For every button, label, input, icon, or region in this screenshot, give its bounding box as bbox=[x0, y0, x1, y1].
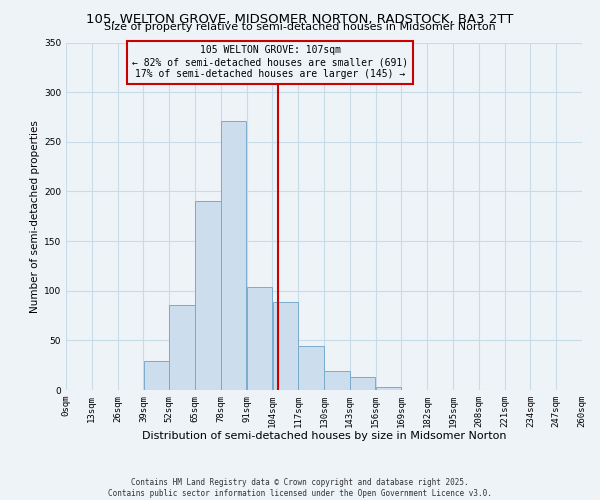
Y-axis label: Number of semi-detached properties: Number of semi-detached properties bbox=[30, 120, 40, 312]
X-axis label: Distribution of semi-detached houses by size in Midsomer Norton: Distribution of semi-detached houses by … bbox=[142, 432, 506, 442]
Text: 105 WELTON GROVE: 107sqm
← 82% of semi-detached houses are smaller (691)
17% of : 105 WELTON GROVE: 107sqm ← 82% of semi-d… bbox=[133, 46, 409, 78]
Bar bbox=[272, 302, 298, 390]
Bar bbox=[376, 387, 401, 390]
Bar bbox=[324, 371, 350, 390]
Bar bbox=[143, 361, 169, 390]
Bar bbox=[350, 377, 376, 390]
Bar bbox=[221, 121, 247, 390]
Text: 105, WELTON GROVE, MIDSOMER NORTON, RADSTOCK, BA3 2TT: 105, WELTON GROVE, MIDSOMER NORTON, RADS… bbox=[86, 12, 514, 26]
Bar bbox=[195, 202, 221, 390]
Text: Size of property relative to semi-detached houses in Midsomer Norton: Size of property relative to semi-detach… bbox=[104, 22, 496, 32]
Bar bbox=[247, 286, 272, 390]
Bar bbox=[169, 304, 195, 390]
Bar bbox=[298, 346, 324, 390]
Text: Contains HM Land Registry data © Crown copyright and database right 2025.
Contai: Contains HM Land Registry data © Crown c… bbox=[108, 478, 492, 498]
